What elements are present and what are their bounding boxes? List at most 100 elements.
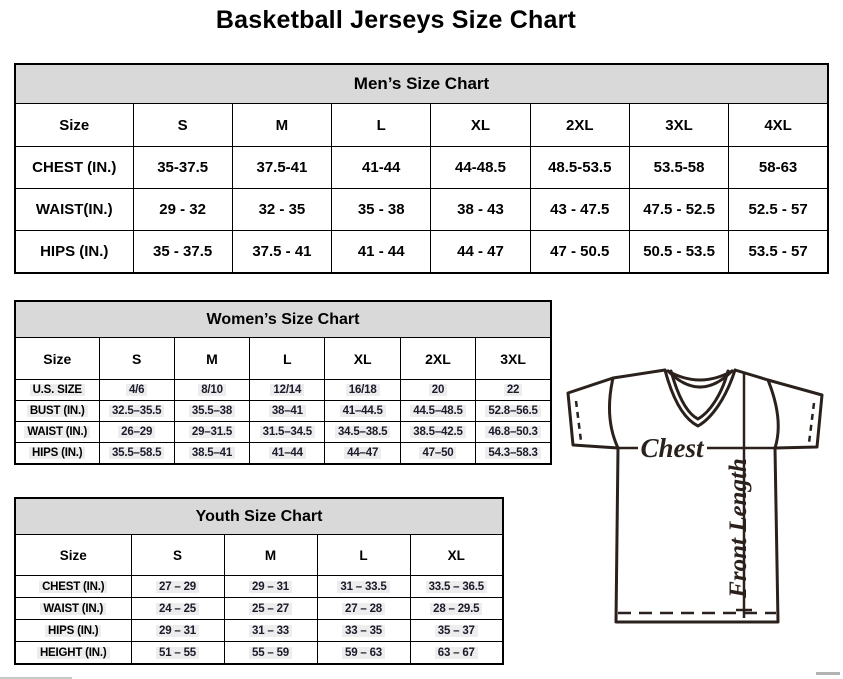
table-cell: 22 [475,379,552,401]
table-row: BUST (IN.) 32.5–35.5 35.5–38 38–41 41–44.5 44… [14,400,552,422]
column-header: L [331,103,432,147]
table-cell: 47–50 [399,442,477,465]
table-cell: 47 - 50.5 [529,230,630,274]
row-label: HEIGHT (IN.) [14,641,132,665]
column-header: 3XL [628,103,730,147]
table-cell: 32.5–35.5 [98,400,175,422]
jersey-measurement-diagram: Chest Front Length [560,356,840,651]
table-cell: 8/10 [173,379,251,401]
table-cell: 41–44.5 [324,400,401,422]
table-cell: 29 - 32 [132,188,233,231]
table-cell: 12/14 [249,379,326,401]
row-label: HIPS (IN.) [14,230,134,274]
table-cell: 16/18 [324,379,401,401]
column-header: M [231,103,333,147]
column-header: M [223,534,318,576]
row-label: HIPS (IN.) [14,442,100,465]
table-cell: 27 – 28 [316,597,411,620]
table-row: HIPS (IN.) 29 – 31 31 – 33 33 – 35 35 – 37 [14,619,504,642]
table-cell: 27 – 29 [130,575,225,598]
table-cell: 58-63 [728,146,829,189]
table-row: U.S. SIZE 4/6 8/10 12/14 16/18 20 22 [14,379,552,401]
table-row: HEIGHT (IN.) 51 – 55 55 – 59 59 – 63 63 – 67 [14,641,504,665]
table-cell: 31.5–34.5 [249,421,326,443]
table-row: WAIST(IN.) 29 - 32 32 - 35 35 - 38 38 - 43 43… [14,188,829,231]
table-band-title: Women’s Size Chart [14,300,552,338]
table-cell: 37.5-41 [231,146,333,189]
table-header-row: Size S M L XL 2XL 3XL [14,337,552,380]
table-cell: 35 - 37.5 [132,230,233,274]
table-row: WAIST (IN.) 26–29 29–31.5 31.5–34.5 34.5–38.… [14,421,552,443]
column-header: Size [14,337,100,380]
jersey-outline [566,368,824,624]
table-cell: 44–47 [324,442,401,465]
table-cell: 35 - 38 [331,188,432,231]
column-header: XL [430,103,531,147]
table-header-row: Size S M L XL [14,534,504,576]
column-header: Size [14,534,132,576]
table-cell: 29 – 31 [223,575,318,598]
table-cell: 33 – 35 [316,619,411,642]
table-cell: 35 – 37 [409,619,504,642]
cuff-dashed-lines [574,400,816,444]
row-label: WAIST(IN.) [14,188,134,231]
column-header: Size [14,103,134,147]
youth-size-table: Youth Size Chart Size S M L XL CHEST (IN.) 27 –… [14,497,504,665]
table-band-title: Men’s Size Chart [14,63,829,104]
table-cell: 41-44 [331,146,432,189]
table-cell: 51 – 55 [130,641,225,665]
row-label: WAIST (IN.) [14,421,100,443]
table-cell: 38–41 [249,400,326,422]
table-cell: 26–29 [98,421,175,443]
table-cell: 50.5 - 53.5 [628,230,730,274]
table-cell: 53.5 - 57 [728,230,829,274]
column-header: 2XL [529,103,630,147]
table-cell: 53.5-58 [628,146,730,189]
row-label: WAIST (IN.) [14,597,132,620]
chest-label: Chest [640,433,705,463]
scrollbar-fragment-left [0,677,72,679]
table-cell: 33.5 – 36.5 [409,575,504,598]
table-cell: 35-37.5 [132,146,233,189]
table-row: CHEST (IN.) 35-37.5 37.5-41 41-44 44-48.5 48.… [14,146,829,189]
table-cell: 44-48.5 [430,146,531,189]
table-row: HIPS (IN.) 35.5–58.5 38.5–41 41–44 44–47 47–5… [14,442,552,465]
table-cell: 31 – 33.5 [316,575,411,598]
table-cell: 55 – 59 [223,641,318,665]
table-cell: 20 [399,379,477,401]
table-cell: 35.5–38 [173,400,251,422]
row-label: HIPS (IN.) [14,619,132,642]
table-band-title: Youth Size Chart [14,497,504,535]
column-header: S [132,103,233,147]
table-cell: 43 - 47.5 [529,188,630,231]
column-header: 4XL [728,103,829,147]
column-header: 3XL [475,337,552,380]
column-header: L [316,534,411,576]
front-length-label: Front Length [725,458,752,599]
womens-size-table: Women’s Size Chart Size S M L XL 2XL 3XL U.S. SI… [14,300,552,465]
table-cell: 52.5 - 57 [728,188,829,231]
table-cell: 38.5–41 [173,442,251,465]
table-header-row: Size S M L XL 2XL 3XL 4XL [14,103,829,147]
table-row: CHEST (IN.) 27 – 29 29 – 31 31 – 33.5 33.5 –… [14,575,504,598]
column-header: M [173,337,251,380]
table-cell: 37.5 - 41 [231,230,333,274]
row-label: CHEST (IN.) [14,575,132,598]
row-label: BUST (IN.) [14,400,100,422]
page-title: Basketball Jerseys Size Chart [215,6,577,34]
table-cell: 44.5–48.5 [399,400,477,422]
table-cell: 46.8–50.3 [475,421,552,443]
table-cell: 24 – 25 [130,597,225,620]
column-header: S [98,337,175,380]
table-cell: 59 – 63 [316,641,411,665]
row-label: CHEST (IN.) [14,146,134,189]
row-label: U.S. SIZE [14,379,100,401]
table-cell: 29–31.5 [173,421,251,443]
table-cell: 38.5–42.5 [399,421,477,443]
table-cell: 63 – 67 [409,641,504,665]
table-row: HIPS (IN.) 35 - 37.5 37.5 - 41 41 - 44 44 - … [14,230,829,274]
table-band-row: Women’s Size Chart [14,300,552,338]
table-row: WAIST (IN.) 24 – 25 25 – 27 27 – 28 28 – 29.… [14,597,504,620]
table-cell: 34.5–38.5 [324,421,401,443]
column-header: S [130,534,225,576]
